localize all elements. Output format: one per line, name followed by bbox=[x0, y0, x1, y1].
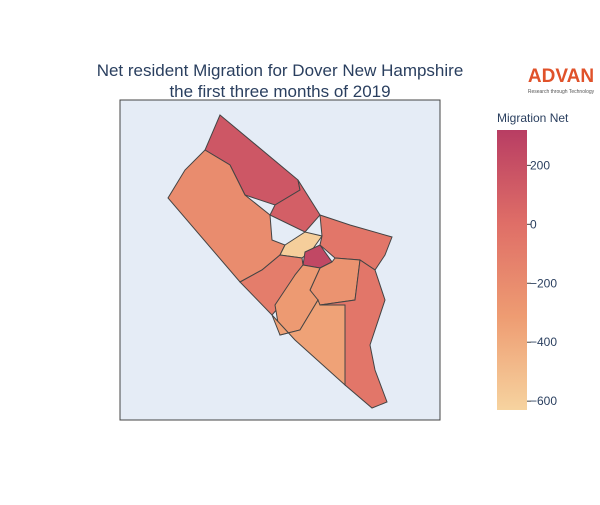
colorbar-tick-label: 0 bbox=[530, 217, 537, 231]
logo: ADVAN bbox=[528, 66, 594, 87]
regions bbox=[167, 114, 393, 409]
logo-tagline: Research through Technology bbox=[528, 89, 595, 95]
region bbox=[319, 214, 393, 271]
colorbar-tick-label: −200 bbox=[530, 276, 557, 290]
colorbar-tick-label: 200 bbox=[530, 158, 550, 172]
colorbar-tick-label: −600 bbox=[530, 394, 557, 408]
chart-title: Net resident Migration for Dover New Ham… bbox=[97, 61, 464, 80]
colorbar-tick-label: −400 bbox=[530, 335, 557, 349]
chart-title: the first three months of 2019 bbox=[169, 82, 390, 101]
colorbar-title: Migration Net bbox=[497, 111, 569, 125]
region bbox=[319, 259, 388, 409]
colorbar bbox=[497, 130, 527, 410]
